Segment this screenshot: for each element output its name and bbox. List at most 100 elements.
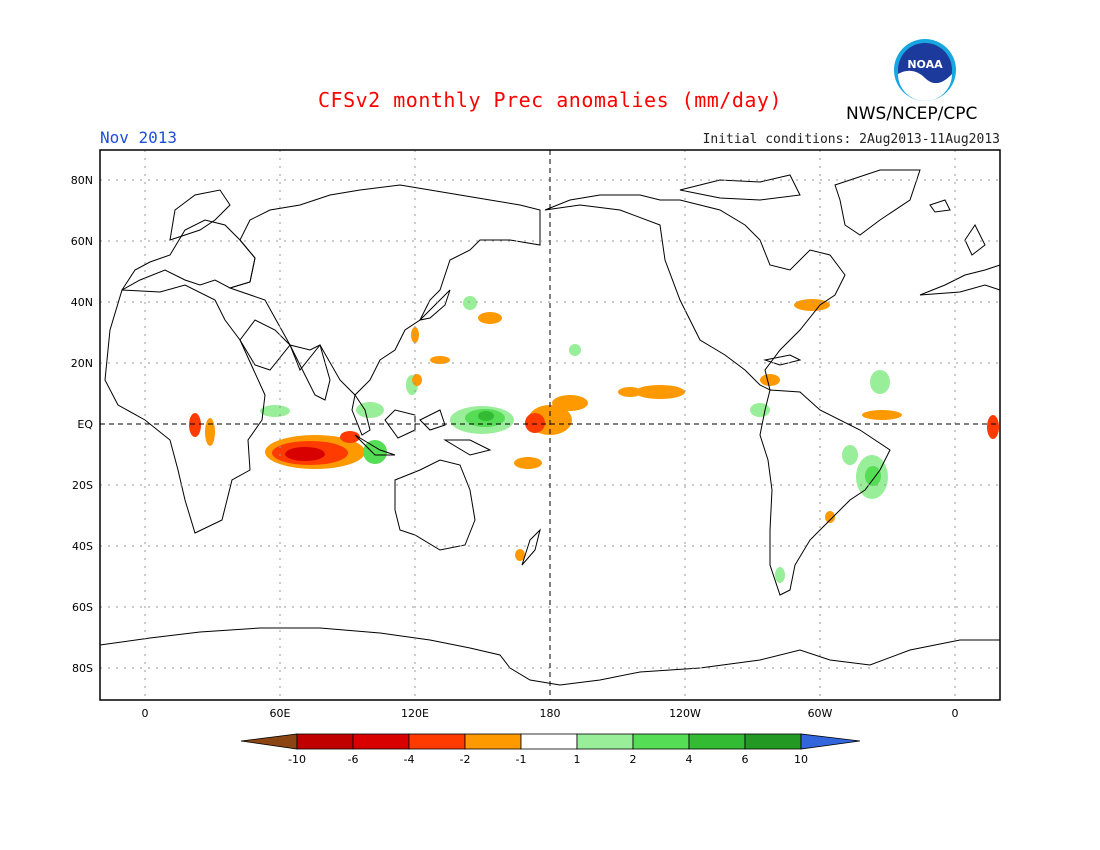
lat-label: 40S (72, 540, 93, 553)
colorbar-tick-label: 10 (794, 753, 808, 766)
colorbar-segment (352, 733, 410, 750)
lat-label: EQ (77, 418, 93, 431)
colorbar-segment (632, 733, 690, 750)
coastline-segment (679, 174, 801, 201)
anomaly-shading (189, 296, 999, 583)
anomaly-patch (862, 410, 902, 420)
lon-label: 180 (540, 707, 561, 720)
colorbar-segment (408, 733, 466, 750)
anomaly-patch (363, 440, 387, 464)
longitude-labels: 0 60E 120E 180 120W 60W 0 (142, 707, 959, 720)
lon-label: 0 (142, 707, 149, 720)
colorbar-segment (744, 733, 802, 750)
lat-label: 20N (71, 357, 93, 370)
colorbar-left-arrow (240, 733, 298, 750)
coastline-segment (169, 189, 231, 241)
lon-label: 60E (270, 707, 291, 720)
colorbar-right-arrow (800, 733, 861, 750)
lon-label: 60W (808, 707, 833, 720)
anomaly-patch (515, 549, 525, 561)
lat-label: 80N (71, 174, 93, 187)
anomaly-patch (552, 395, 588, 411)
colorbar-tick-label: -2 (460, 753, 471, 766)
lat-label: 80S (72, 662, 93, 675)
latitude-labels: 80N 60N 40N 20N EQ 20S 40S 60S 80S (71, 174, 94, 675)
colorbar-tick-label: 1 (574, 753, 581, 766)
anomaly-patch (478, 411, 494, 421)
colorbar-segment (688, 733, 746, 750)
coastline-segment (443, 439, 492, 456)
coastline-segment (354, 434, 396, 456)
anomaly-patch (478, 312, 502, 324)
anomaly-patch (870, 370, 890, 394)
coastline-segment (351, 393, 371, 436)
colorbar: -10 -6 -4 -2 -1 1 2 4 6 10 (240, 733, 861, 766)
coastline-segment (834, 169, 921, 236)
colorbar-tick-label: -6 (348, 753, 359, 766)
anomaly-patch (750, 403, 770, 417)
initial-conditions: Initial conditions: 2Aug2013-11Aug2013 (702, 132, 1000, 147)
agency-label: NWS/NCEP/CPC (846, 104, 978, 124)
anomaly-patch (569, 344, 581, 356)
anomaly-patch (825, 511, 835, 523)
anomaly-patch (775, 567, 785, 583)
noaa-logo-icon: NOAA (894, 39, 956, 101)
chart-title: CFSv2 monthly Prec anomalies (mm/day) (317, 88, 783, 112)
anomaly-patch (618, 387, 642, 397)
colorbar-segment (296, 733, 354, 750)
anomaly-patch (794, 299, 830, 311)
coastline-segment (544, 194, 846, 391)
colorbar-tick-label: -4 (404, 753, 415, 766)
colorbar-segment (464, 733, 522, 750)
coastline-segment (929, 199, 951, 213)
anomaly-patch (189, 413, 201, 437)
lon-label: 0 (952, 707, 959, 720)
colorbar-segment (520, 733, 578, 750)
colorbar-tick-label: -1 (516, 753, 527, 766)
coastline-segment (419, 409, 446, 431)
colorbar-tick-label: 2 (630, 753, 637, 766)
lat-label: 60S (72, 601, 93, 614)
lat-label: 60N (71, 235, 93, 248)
lon-label: 120E (401, 707, 429, 720)
anomaly-patch (842, 445, 858, 465)
anomaly-patch (356, 402, 384, 418)
lat-label: 20S (72, 479, 93, 492)
lon-label: 120W (669, 707, 701, 720)
anomaly-patch (514, 457, 542, 469)
coastline-segment (919, 264, 1001, 296)
anomaly-patch (635, 385, 685, 399)
colorbar-tick-label: 6 (742, 753, 749, 766)
coastline-segment (763, 354, 802, 366)
logo-text: NOAA (907, 58, 943, 71)
coastline-segment (99, 627, 1000, 686)
map-frame (99, 149, 1001, 701)
colorbar-tick-label: 4 (686, 753, 693, 766)
forecast-month: Nov 2013 (100, 128, 178, 147)
anomaly-patch (987, 415, 999, 439)
anomaly-patch (205, 418, 215, 446)
coastline-segment (919, 284, 1001, 296)
coastline-segment (418, 289, 451, 321)
anomaly-patch (340, 431, 360, 443)
lat-label: 40N (71, 296, 93, 309)
coastline-segment (228, 184, 541, 396)
coastline-segment (121, 219, 256, 291)
anomaly-patch (525, 413, 545, 433)
coastline-segment (289, 344, 331, 401)
coastline-segment (104, 284, 266, 534)
colorbar-tick-label: -10 (288, 753, 306, 766)
colorbar-segment (576, 733, 634, 750)
anomaly-patch (285, 447, 325, 461)
anomaly-patch (430, 356, 450, 364)
coastline-segment (394, 459, 476, 551)
coastline-segment (964, 224, 986, 256)
coastline-segment (759, 389, 891, 596)
anomaly-patch (865, 466, 881, 486)
coastline-segment (521, 528, 541, 566)
coastline-segment (239, 319, 291, 371)
grid-lines (100, 150, 1000, 700)
anomaly-patch (760, 374, 780, 386)
anomaly-patch (412, 374, 422, 386)
